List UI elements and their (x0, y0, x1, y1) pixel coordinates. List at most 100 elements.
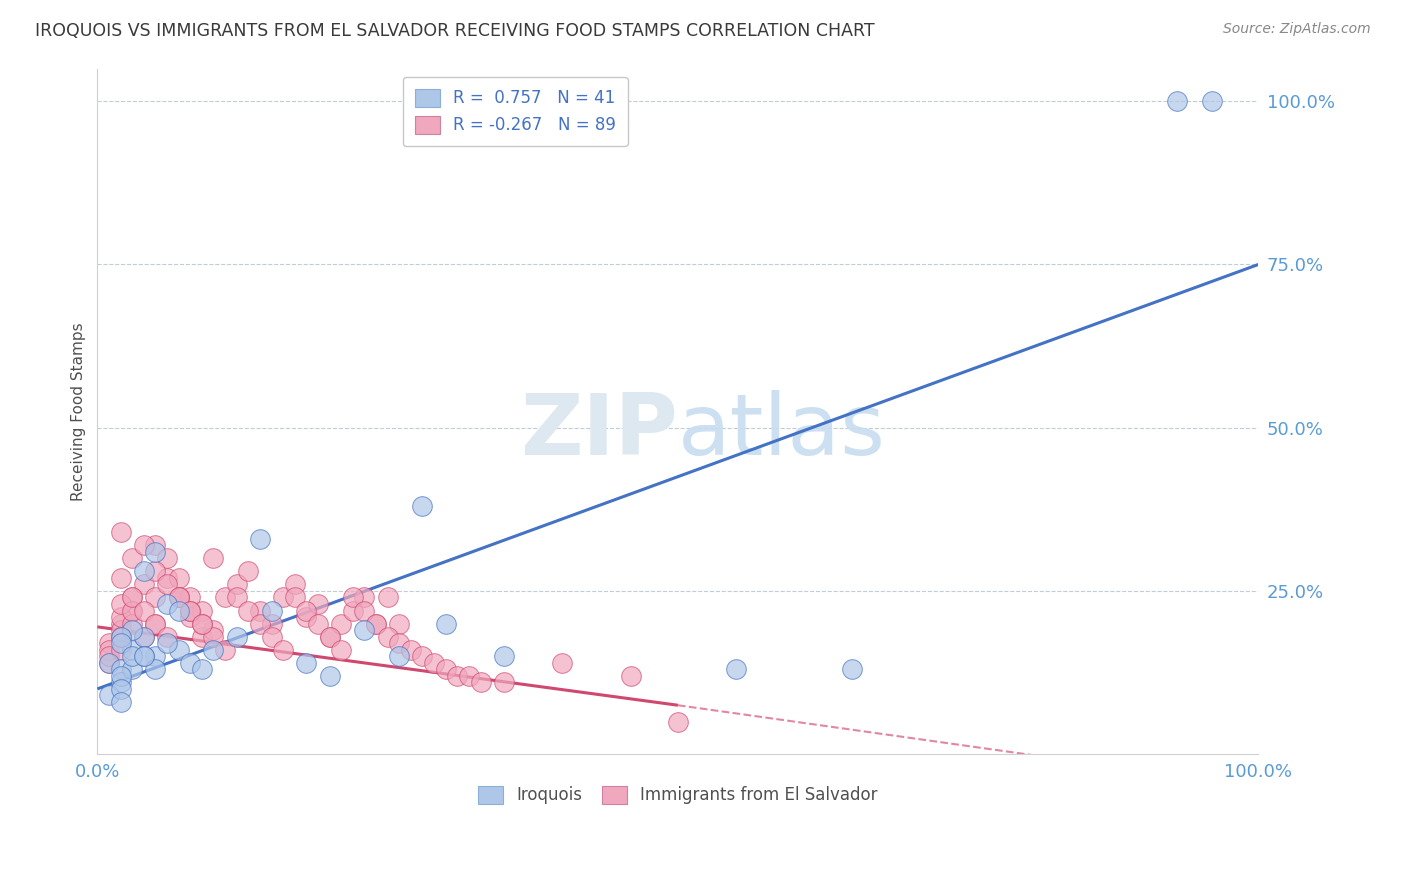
Point (145, 538, 167, 552)
Point (457, 669, 479, 683)
Point (121, 591, 143, 605)
Point (145, 616, 167, 631)
Point (132, 630, 155, 644)
Point (342, 603, 364, 617)
Point (423, 656, 446, 670)
Point (284, 577, 307, 591)
Point (121, 591, 143, 605)
Point (179, 603, 201, 617)
Text: atlas: atlas (678, 391, 886, 474)
Point (470, 675, 492, 690)
Point (121, 616, 143, 631)
Point (179, 603, 201, 617)
Point (202, 630, 225, 644)
Point (551, 656, 574, 670)
Point (260, 616, 283, 631)
Point (132, 630, 155, 644)
Point (342, 591, 364, 605)
Point (191, 662, 214, 676)
Text: Source: ZipAtlas.com: Source: ZipAtlas.com (1223, 22, 1371, 37)
Point (249, 532, 271, 546)
Point (364, 616, 387, 631)
Point (399, 642, 422, 657)
Point (446, 669, 468, 683)
Point (145, 545, 167, 559)
Point (132, 538, 155, 552)
Point (110, 571, 132, 585)
Point (110, 669, 132, 683)
Point (191, 630, 214, 644)
Point (388, 616, 411, 631)
Point (145, 565, 167, 579)
Point (724, 662, 747, 676)
Point (353, 591, 375, 605)
Point (179, 610, 201, 624)
Point (225, 591, 247, 605)
Point (434, 616, 457, 631)
Point (121, 623, 143, 637)
Point (434, 662, 457, 676)
Point (271, 591, 294, 605)
Point (132, 577, 155, 591)
Point (167, 591, 190, 605)
Point (1201, 94, 1223, 108)
Point (295, 610, 318, 624)
Point (110, 525, 132, 540)
Point (145, 662, 167, 676)
Point (318, 630, 340, 644)
Point (97, 636, 120, 650)
Point (110, 675, 132, 690)
Point (121, 649, 143, 664)
Point (145, 616, 167, 631)
Point (260, 603, 283, 617)
Point (110, 662, 132, 676)
Point (214, 642, 236, 657)
Point (132, 649, 155, 664)
Point (260, 630, 283, 644)
Point (249, 603, 271, 617)
Point (307, 616, 329, 631)
Point (238, 565, 260, 579)
Point (318, 669, 340, 683)
Point (353, 623, 375, 637)
Point (156, 571, 179, 585)
Point (202, 642, 225, 657)
Point (377, 630, 399, 644)
Point (191, 603, 214, 617)
Point (132, 649, 155, 664)
Point (132, 603, 155, 617)
Point (121, 603, 143, 617)
Point (156, 577, 179, 591)
Point (318, 630, 340, 644)
Point (110, 597, 132, 611)
Point (411, 649, 433, 664)
Point (110, 636, 132, 650)
Point (156, 630, 179, 644)
Point (388, 636, 411, 650)
Point (377, 591, 399, 605)
Point (225, 577, 247, 591)
Point (97, 689, 120, 703)
Point (156, 551, 179, 566)
Text: ZIP: ZIP (520, 391, 678, 474)
Point (330, 616, 353, 631)
Point (307, 597, 329, 611)
Point (167, 603, 190, 617)
Point (214, 591, 236, 605)
Point (110, 642, 132, 657)
Point (271, 642, 294, 657)
Legend: Iroquois, Immigrants from El Salvador: Iroquois, Immigrants from El Salvador (468, 776, 889, 814)
Point (411, 499, 433, 513)
Point (110, 610, 132, 624)
Point (492, 675, 515, 690)
Point (191, 616, 214, 631)
Point (202, 623, 225, 637)
Point (97, 642, 120, 657)
Point (295, 656, 318, 670)
Point (97, 656, 120, 670)
Point (167, 591, 190, 605)
Point (145, 649, 167, 664)
Point (110, 630, 132, 644)
Point (330, 642, 353, 657)
Point (97, 656, 120, 670)
